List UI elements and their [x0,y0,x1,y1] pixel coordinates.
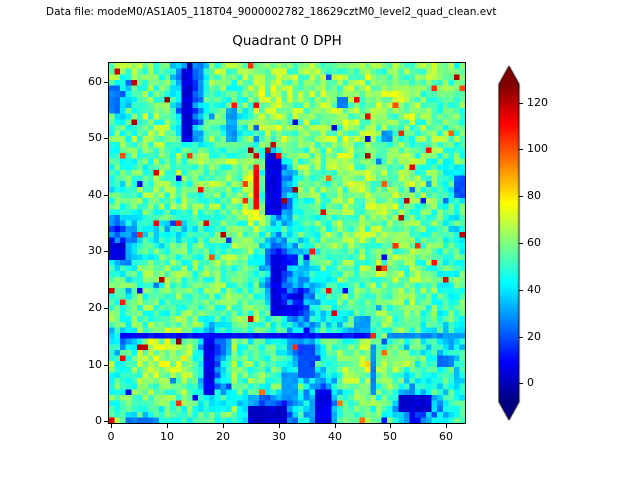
x-tick-label-60: 60 [439,430,453,443]
y-tick-label-10: 10 [88,358,102,371]
x-tick-mark-60 [446,424,447,428]
colorbar-tick-label-40: 40 [527,283,541,296]
colorbar-tick-label-0: 0 [527,376,534,389]
colorbar-tick-mark-80 [519,196,523,197]
x-tick-mark-40 [335,424,336,428]
y-tick-mark-0 [104,421,108,422]
x-tick-label-50: 50 [383,430,397,443]
plot-title: Quadrant 0 DPH [232,33,342,49]
y-tick-mark-50 [104,138,108,139]
colorbar-tick-label-120: 120 [527,96,548,109]
x-tick-mark-50 [390,424,391,428]
colorbar-tick-mark-20 [519,337,523,338]
colorbar-tick-mark-120 [519,103,523,104]
colorbar-tick-label-100: 100 [527,142,548,155]
x-tick-label-0: 0 [107,430,115,443]
colorbar-tick-mark-60 [519,243,523,244]
x-tick-mark-10 [167,424,168,428]
colorbar-canvas [498,64,538,424]
x-tick-mark-0 [111,424,112,428]
colorbar-tick-label-60: 60 [527,236,541,249]
colorbar-tick-mark-40 [519,290,523,291]
x-tick-label-20: 20 [216,430,230,443]
y-tick-label-20: 20 [88,301,102,314]
y-tick-mark-20 [104,308,108,309]
heatmap-canvas [109,63,465,423]
x-tick-mark-20 [223,424,224,428]
colorbar-tick-mark-0 [519,383,523,384]
x-tick-mark-30 [279,424,280,428]
y-tick-label-60: 60 [88,75,102,88]
data-file-label: Data file: modeM0/AS1A05_118T04_90000027… [46,6,497,18]
y-tick-mark-10 [104,365,108,366]
y-tick-mark-40 [104,195,108,196]
x-tick-label-10: 10 [160,430,174,443]
y-tick-label-40: 40 [88,188,102,201]
colorbar-tick-label-80: 80 [527,189,541,202]
y-tick-mark-60 [104,82,108,83]
heatmap-plot-area [108,62,466,424]
x-tick-label-30: 30 [272,430,286,443]
y-tick-label-0: 0 [95,414,102,427]
colorbar-tick-mark-100 [519,149,523,150]
colorbar-tick-label-20: 20 [527,330,541,343]
y-tick-label-50: 50 [88,131,102,144]
y-tick-mark-30 [104,251,108,252]
x-tick-label-40: 40 [328,430,342,443]
y-tick-label-30: 30 [88,244,102,257]
